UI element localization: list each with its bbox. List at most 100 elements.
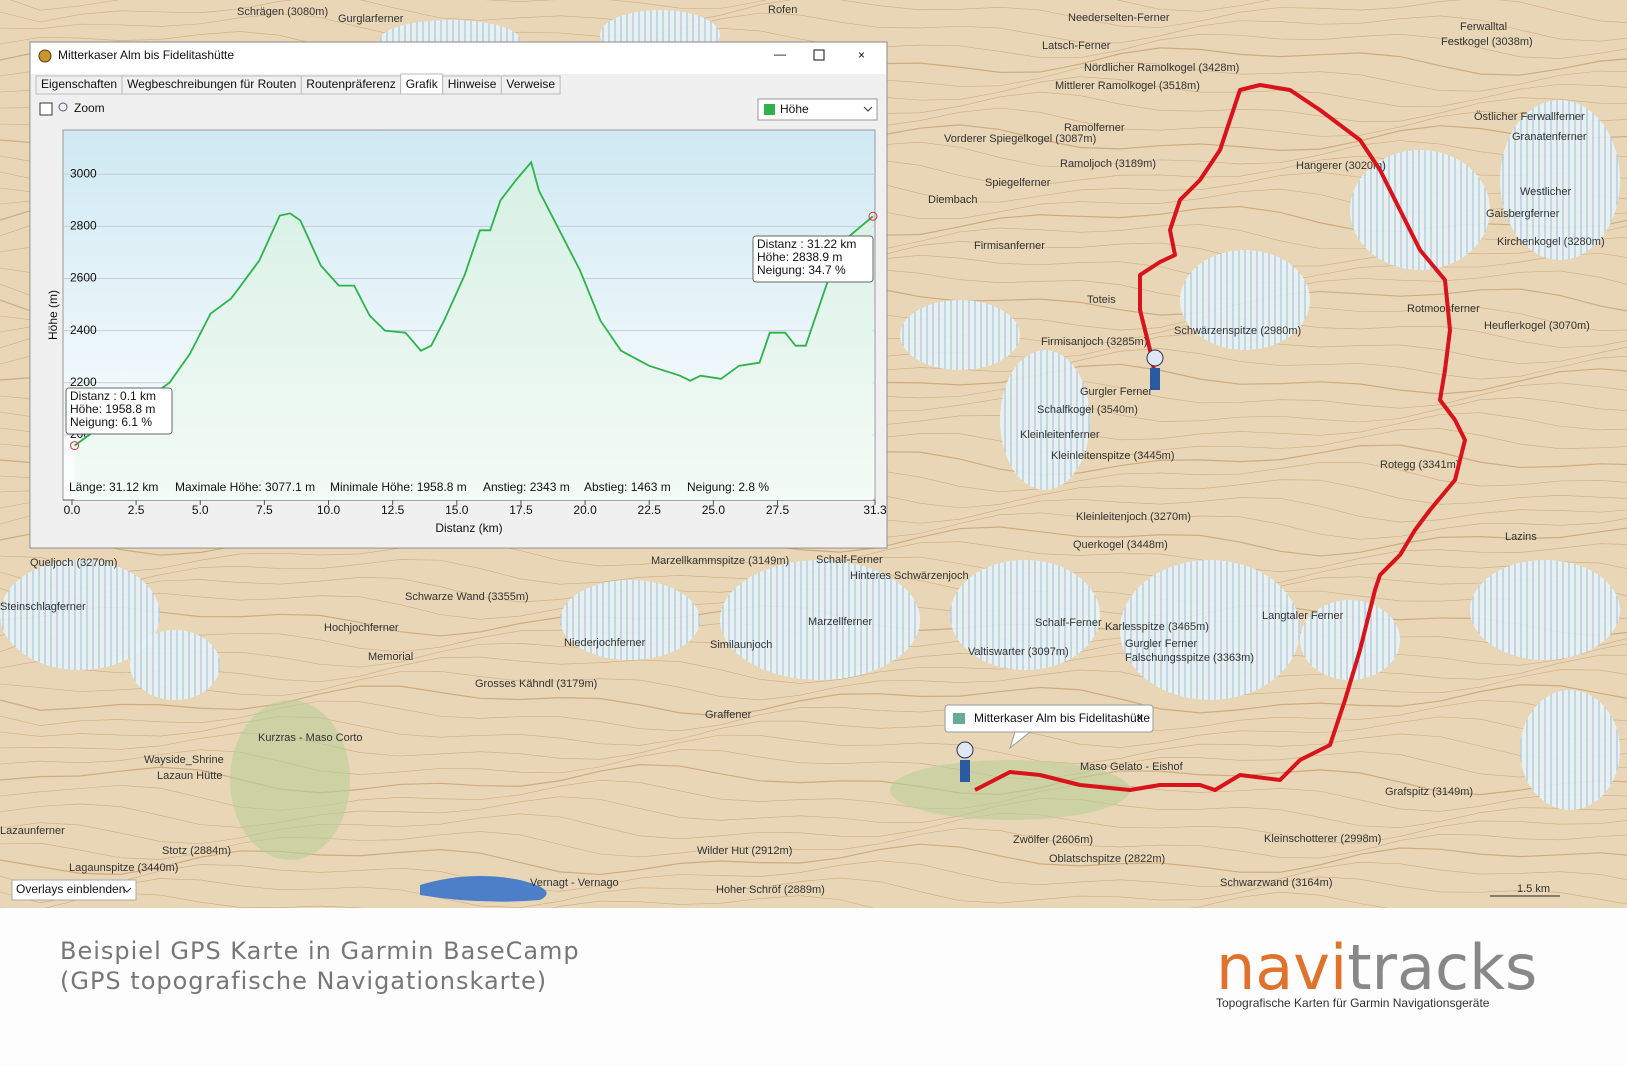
x-tick-label: 25.0 [702, 503, 726, 517]
contour-line [0, 0, 1627, 28]
glacier [1520, 690, 1620, 810]
stat: Abstieg: 1463 m [584, 480, 671, 494]
info-text: Neigung: 34.7 % [757, 263, 846, 277]
tagline: Topografische Karten für Garmin Navigati… [1216, 996, 1490, 1010]
close-button[interactable]: × [858, 48, 865, 62]
peak-label: Mittlerer Ramolkogel (3518m) [1055, 80, 1200, 92]
peak-label: Kleinleitenspitze (3445m) [1051, 450, 1175, 462]
maximize-button[interactable] [813, 49, 825, 61]
glacier [1000, 350, 1090, 490]
peak-label: Festkogel (3038m) [1441, 36, 1533, 48]
x-tick-label: 12.5 [381, 503, 405, 517]
callout-close[interactable]: × [1136, 711, 1143, 725]
stat: Neigung: 2.8 % [687, 480, 769, 494]
elevation-line [73, 160, 874, 447]
callout[interactable]: Mitterkaser Alm bis Fidelitashütte × [944, 704, 1154, 750]
glacier [560, 580, 700, 660]
logo-tracks: tracks [1347, 931, 1537, 1004]
overlays-text: Overlays einblenden [16, 882, 125, 896]
window-title: Mitterkaser Alm bis Fidelitashütte [58, 48, 234, 62]
cursor-marker[interactable] [70, 441, 80, 451]
peak-label: Vorderer Spiegelkogel (3087m) [944, 133, 1096, 145]
place-label: Memorial [368, 651, 413, 663]
x-tick-label: 27.5 [766, 503, 790, 517]
x-tick-label: 0.0 [64, 503, 81, 517]
tab-label: Wegbeschreibungen für Routen [127, 77, 296, 91]
zoom-checkbox[interactable] [39, 102, 53, 116]
peak-label: Schwarze Wand (3355m) [405, 591, 529, 603]
glacier [1180, 250, 1310, 350]
place-label: Ramolferner [1064, 122, 1125, 134]
peak-label: Firmisanjoch (3285m) [1041, 336, 1147, 348]
cursor-marker[interactable] [868, 211, 878, 221]
route-end-icon[interactable] [1146, 349, 1164, 390]
dialog[interactable]: Mitterkaser Alm bis Fidelitashütte — × E… [29, 41, 888, 549]
zoom-icon [58, 102, 68, 112]
peak-label: Hoher Schröf (2889m) [716, 884, 825, 896]
dropdown-text: Höhe [780, 102, 809, 116]
place-label: Rotmoosferner [1407, 303, 1480, 315]
place-label: Kleinleitenferner [1020, 429, 1100, 441]
stat: Länge: 31.12 km [69, 480, 158, 494]
y-tick-label: 2800 [70, 219, 97, 233]
overlays-dropdown[interactable]: Overlays einblenden [11, 879, 137, 901]
place-label: Toteis [1087, 294, 1116, 306]
y-tick-label: 2400 [70, 323, 97, 337]
scale-label: 1.5 km [1517, 883, 1550, 895]
contour-line [0, 12, 1627, 44]
peak-label: Grosses Kähndl (3179m) [475, 678, 597, 690]
peak-label: Marzellkammspitze (3149m) [651, 555, 789, 567]
place-label: Diembach [928, 194, 978, 206]
peak-label: Schwarzwand (3164m) [1220, 877, 1333, 889]
place-label: Hochjochferner [324, 622, 399, 634]
x-tick-label: 31.3 [863, 503, 887, 517]
info-text: Distanz : 0.1 km [70, 389, 156, 403]
contour-line [0, 876, 1627, 908]
peak-label: Querkogel (3448m) [1073, 539, 1168, 551]
place-label: Östlicher Ferwallferner [1474, 111, 1585, 123]
place-label: Firmisanferner [974, 240, 1045, 252]
peak-label: Schrägen (3080m) [237, 6, 328, 18]
place-label: Lazins [1505, 531, 1537, 543]
peak-label: Karlesspitze (3465m) [1105, 621, 1209, 633]
y-tick-label: 2600 [70, 271, 97, 285]
callout-text: Mitterkaser Alm bis Fidelitashütte [974, 711, 1150, 725]
caption-line: (GPS topografische Navigationskarte) [60, 967, 547, 995]
map-labels: Rofen Latsch-Ferner Neederselten-Ferner Ram… [0, 4, 1605, 896]
peak-label: Lagaunspitze (3440m) [69, 862, 178, 874]
callout-icon [953, 713, 965, 724]
tab-label: Routenpräferenz [306, 77, 395, 91]
glacier [1120, 560, 1300, 700]
peak-label: Kirchenkogel (3280m) [1497, 236, 1605, 248]
peak-label: Ramoljoch (3189m) [1060, 158, 1156, 170]
glacier [1300, 600, 1400, 680]
peak-label: Kleinschotterer (2998m) [1264, 833, 1381, 845]
tab-label: Eigenschaften [41, 77, 117, 91]
info-text: Höhe: 2838.9 m [757, 250, 842, 264]
place-label: Niederjochferner [564, 637, 646, 649]
place-label: Gurglarferner [338, 13, 404, 25]
y-tick-label: 3000 [70, 166, 97, 180]
contour-line [0, 860, 1627, 892]
tab[interactable] [500, 75, 561, 95]
glaciers [0, 10, 1620, 810]
zoom-label: Zoom [74, 101, 105, 115]
glacier [0, 560, 160, 670]
series-dropdown[interactable]: Höhe [757, 98, 878, 121]
peak-label: Rotegg (3341m) [1380, 459, 1460, 471]
minimize-button[interactable]: — [774, 47, 786, 61]
tabs: Eigenschaften Wegbeschreibungen für Route… [35, 73, 561, 95]
app-icon [38, 49, 52, 63]
place-label: Kurzras - Maso Corto [258, 732, 363, 744]
series-swatch [764, 104, 775, 115]
stat: Anstieg: 2343 m [483, 480, 570, 494]
x-tick-label: 5.0 [192, 503, 209, 517]
place-label: Marzellferner [808, 616, 873, 628]
place-label: Spiegelferner [985, 177, 1051, 189]
x-tick-label: 15.0 [445, 503, 469, 517]
place-label: Gaisbergferner [1486, 208, 1560, 220]
route-start-icon[interactable] [956, 741, 974, 782]
peak-label: Schwärzenspitze (2980m) [1174, 325, 1301, 337]
route[interactable] [974, 83, 1467, 792]
